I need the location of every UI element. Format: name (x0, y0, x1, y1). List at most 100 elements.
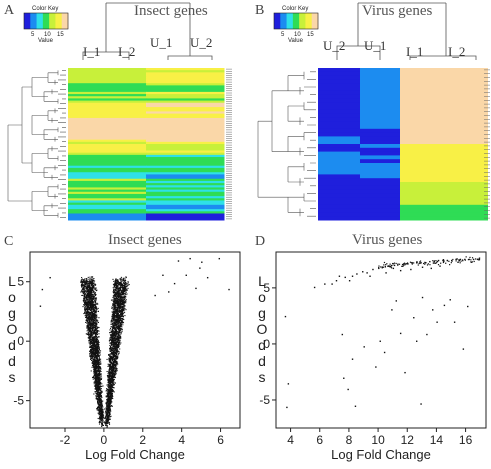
volcano-c-point (100, 408, 102, 410)
color-key (273, 12, 319, 30)
volcano-c-point (112, 330, 114, 332)
volcano-c-point (97, 310, 99, 313)
volcano-c-point (106, 389, 108, 392)
volcano-c-point (112, 324, 114, 327)
volcano-c-point (96, 393, 98, 395)
volcano-c-point (125, 294, 127, 296)
volcano-c-point (84, 296, 86, 298)
volcano-c-point (110, 353, 112, 355)
volcano-c-point (94, 388, 96, 390)
volcano-c-point (113, 285, 115, 287)
heatmap-a-cell (68, 211, 147, 214)
volcano-c-point (112, 278, 114, 280)
volcano-c-point (88, 278, 90, 280)
volcano-c-point (91, 339, 93, 341)
heatmap-a-column-label: U_1 (150, 35, 172, 50)
volcano-c-point (94, 352, 96, 354)
volcano-c-point (115, 329, 117, 331)
color-key-tick: 10 (294, 32, 301, 38)
volcano-c-point (117, 295, 120, 297)
volcano-c-point (105, 422, 107, 424)
volcano-c-point (117, 281, 119, 283)
volcano-c-point (118, 343, 120, 345)
volcano-c-point (88, 342, 90, 344)
volcano-c-point (88, 291, 90, 293)
volcano-c-point (102, 409, 104, 411)
volcano-c-point (99, 409, 101, 411)
volcano-c-point (88, 289, 90, 291)
volcano-c-point (116, 367, 118, 370)
volcano-c-point (94, 391, 96, 393)
volcano-c-point (100, 386, 102, 388)
heatmap-b-cell (318, 98, 360, 103)
volcano-c-point (110, 340, 113, 342)
volcano-c-point (83, 281, 85, 283)
volcano-c-point (93, 311, 95, 313)
volcano-c-point (98, 423, 101, 425)
volcano-c-point (111, 397, 113, 399)
volcano-c-point (88, 323, 90, 325)
volcano-c-point (97, 354, 99, 356)
volcano-c-point (108, 381, 110, 383)
volcano-c-point (110, 360, 112, 362)
volcano-c-point (93, 313, 95, 315)
volcano-c-point (105, 415, 107, 417)
volcano-c-point (92, 330, 94, 332)
volcano-c-point (118, 342, 121, 344)
volcano-c-point (96, 370, 98, 372)
volcano-c-point (91, 347, 93, 349)
volcano-c-point (101, 409, 103, 411)
volcano-c-point (107, 373, 109, 375)
volcano-c-point (100, 375, 102, 377)
heatmap-a-cell (68, 146, 147, 149)
volcano-c-point (95, 395, 97, 398)
volcano-c-point (112, 366, 114, 368)
volcano-c-point (86, 301, 88, 303)
heatmap-a-cell (146, 198, 225, 201)
volcano-c-point (94, 298, 97, 300)
volcano-c-point (115, 302, 117, 304)
volcano-c-point (92, 342, 94, 344)
volcano-c-point (118, 352, 120, 354)
volcano-c-point (98, 378, 101, 380)
volcano-c-point (99, 420, 101, 422)
volcano-c-point (85, 333, 87, 335)
volcano-c-point (119, 323, 122, 325)
volcano-c-point (115, 356, 117, 358)
heatmap-a-cell (146, 78, 225, 82)
volcano-c-point (105, 424, 107, 426)
volcano-c-point (86, 322, 88, 324)
volcano-c-point (99, 421, 101, 423)
volcano-c-point (112, 343, 115, 345)
heatmap-a-cell (146, 185, 225, 188)
volcano-c-point (93, 309, 95, 311)
heatmap-b-cell (400, 109, 488, 115)
volcano-c-point (90, 324, 92, 326)
volcano-c-point (124, 281, 127, 283)
volcano-c-point (119, 316, 121, 318)
volcano-c-point (88, 287, 90, 289)
volcano-c-point (94, 332, 96, 334)
volcano-c-point (96, 353, 98, 355)
volcano-c-point (97, 339, 99, 341)
heatmap-b-cell (318, 79, 360, 84)
volcano-c-point (87, 309, 89, 311)
volcano-c-point (113, 338, 115, 340)
heatmap-b-cell (400, 121, 488, 126)
volcano-c-point (115, 340, 117, 342)
volcano-c-point (115, 279, 117, 281)
volcano-c-point (84, 297, 86, 299)
volcano-c-point (100, 362, 102, 364)
volcano-c-point (89, 304, 91, 306)
volcano-c-point (80, 281, 82, 283)
heatmap-a-cell (146, 100, 225, 104)
heatmap-a-cell (68, 135, 147, 138)
volcano-c-point (112, 327, 114, 329)
volcano-c-point (121, 305, 123, 307)
heatmap-a-cell (68, 89, 147, 93)
volcano-c-point (97, 381, 99, 383)
heatmap-b-cell (318, 197, 360, 202)
volcano-c-point (95, 314, 97, 316)
volcano-c-point (84, 306, 86, 308)
volcano-c-point (116, 356, 118, 358)
